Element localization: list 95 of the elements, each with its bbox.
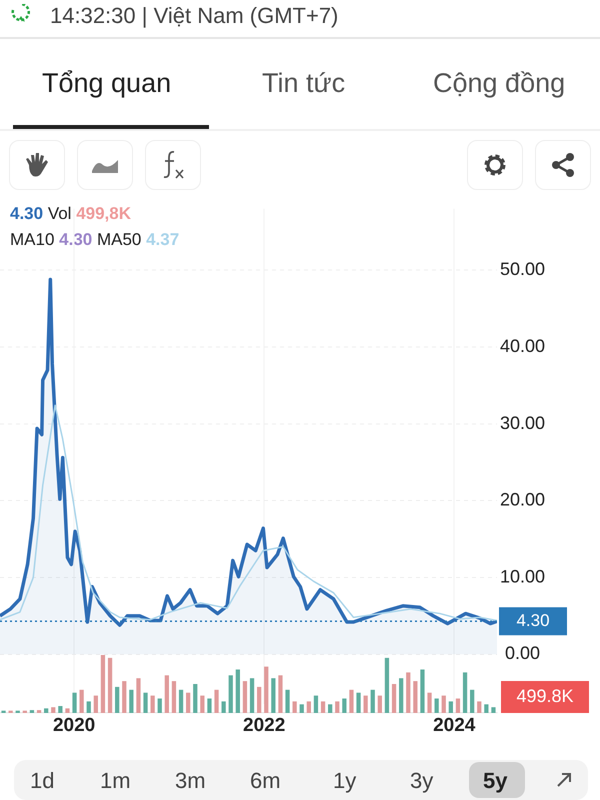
bar (207, 698, 212, 713)
text: 14:32:30 | Việt Nam (GMT+7) (50, 3, 338, 29)
bar (36, 710, 42, 713)
bar (399, 678, 404, 713)
bar (491, 707, 496, 713)
bar (349, 690, 354, 713)
bar (44, 708, 48, 713)
bar (314, 696, 318, 713)
bar (200, 696, 204, 713)
bar (51, 707, 56, 713)
bar (264, 666, 268, 713)
bar (72, 692, 77, 713)
bar (328, 704, 332, 713)
bar (306, 701, 311, 713)
bar (193, 684, 198, 713)
y-tick-label: 50.00 (500, 259, 546, 280)
annotation: MA50 (96, 230, 142, 249)
bar (172, 681, 176, 713)
bar (342, 698, 346, 713)
text: 1m (100, 768, 131, 794)
bar (285, 690, 290, 713)
bar (442, 696, 446, 713)
bar (100, 655, 106, 713)
bar (292, 701, 297, 713)
bar (484, 704, 488, 713)
x-tick-label: 2020 (52, 714, 96, 736)
bar (108, 658, 112, 713)
bar (242, 681, 248, 713)
bar (115, 686, 120, 713)
y-tick-label: 40.00 (500, 336, 546, 356)
bar (384, 658, 390, 713)
annotation: MA10 (10, 230, 56, 249)
bar (58, 706, 62, 713)
bar (86, 701, 91, 713)
ref-line-label: 4.30 (516, 610, 550, 630)
x-tick-label: 2022 (243, 714, 286, 736)
bar (470, 690, 474, 713)
bar (129, 690, 134, 713)
bar (136, 678, 141, 713)
text: 5y (483, 768, 508, 794)
x-tick-label: 2024 (433, 714, 476, 736)
bar (335, 701, 340, 713)
bar (392, 684, 396, 713)
bar (143, 692, 148, 713)
bar (228, 675, 233, 713)
text: 6m (250, 768, 281, 794)
bar (278, 675, 283, 713)
bar (271, 678, 276, 713)
annotation: 4.30 (59, 230, 92, 249)
text: Tổng quan (42, 68, 172, 99)
annotation: 4.30 (10, 204, 44, 223)
y-tick-label: 30.00 (500, 412, 546, 433)
bar (420, 670, 425, 713)
y-tick-label: 10.00 (500, 566, 546, 586)
bar (370, 690, 375, 713)
text: Tin tức (262, 68, 346, 99)
text: 499.8K (516, 686, 574, 706)
bar (158, 698, 162, 713)
bar (80, 690, 84, 713)
bar (94, 696, 98, 713)
bar (456, 698, 460, 713)
y-tick-label: 20.00 (500, 490, 546, 510)
bar (214, 690, 219, 713)
text: 1y (333, 768, 356, 794)
bar (378, 696, 382, 713)
bar (186, 692, 190, 713)
bar (320, 701, 326, 713)
bar (30, 710, 34, 713)
annotation: 499,8K (76, 204, 132, 223)
y-tick-label: 0.00 (505, 643, 540, 664)
bar (236, 670, 240, 713)
bar (462, 672, 468, 713)
text: 1d (30, 768, 54, 794)
bar (65, 708, 70, 713)
bar (164, 675, 169, 713)
text: 3y (410, 768, 434, 794)
bar (413, 681, 418, 713)
annotation: 4.37 (146, 230, 180, 249)
bar (300, 704, 304, 713)
text: 3m (175, 768, 206, 794)
text: Cộng đồng (433, 68, 566, 99)
bar (150, 696, 155, 713)
bar (406, 672, 410, 713)
bar (178, 690, 184, 713)
bar (356, 692, 361, 713)
bar (250, 678, 254, 713)
bar (427, 692, 432, 713)
annotation: Vol (46, 204, 72, 223)
bar (122, 681, 126, 713)
bar (257, 686, 262, 713)
bar (477, 701, 482, 713)
bar (434, 698, 439, 713)
bar (364, 696, 368, 713)
bar (448, 701, 453, 713)
bar (222, 701, 226, 713)
